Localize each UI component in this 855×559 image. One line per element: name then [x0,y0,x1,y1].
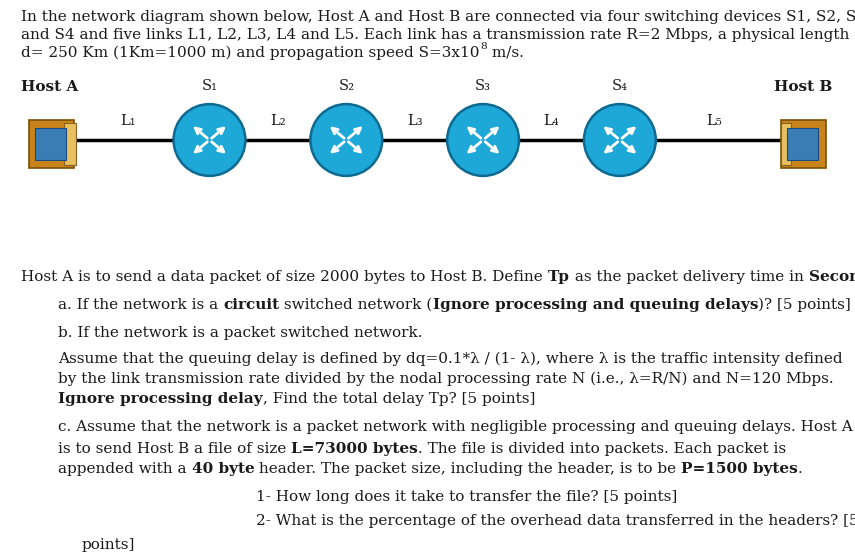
Text: 40 byte: 40 byte [192,462,254,476]
FancyBboxPatch shape [781,120,827,168]
Text: L₁: L₁ [121,113,136,127]
Text: as the packet delivery time in: as the packet delivery time in [570,270,809,284]
Text: L₄: L₄ [544,113,559,127]
Text: S₃: S₃ [475,79,491,93]
Text: c. Assume that the network is a packet network with negligible processing and qu: c. Assume that the network is a packet n… [58,420,853,434]
Text: and S4 and five links L1, L2, L3, L4 and L5. Each link has a transmission rate R: and S4 and five links L1, L2, L3, L4 and… [21,28,855,42]
Text: L=73000 bytes: L=73000 bytes [292,442,418,456]
Text: Ignore processing delay: Ignore processing delay [58,392,262,406]
FancyBboxPatch shape [28,120,74,168]
FancyBboxPatch shape [35,128,66,160]
Text: In the network diagram shown below, Host A and Host B are connected via four swi: In the network diagram shown below, Host… [21,10,855,24]
FancyBboxPatch shape [64,123,75,165]
Text: by the link transmission rate divided by the nodal processing rate N (i.e., λ=R/: by the link transmission rate divided by… [58,372,834,386]
Text: Tp: Tp [548,270,570,284]
Text: Host A: Host A [21,80,79,94]
Text: Host B: Host B [774,80,832,94]
Text: 1- How long does it take to transfer the file? [5 points]: 1- How long does it take to transfer the… [256,490,678,504]
Text: , Find the total delay Tp? [5 points]: , Find the total delay Tp? [5 points] [262,392,535,406]
Text: )? [5 points]: )? [5 points] [758,298,851,312]
Text: b. If the network is a packet switched network.: b. If the network is a packet switched n… [58,326,422,340]
FancyBboxPatch shape [787,128,817,160]
Text: S₁: S₁ [202,79,217,93]
Text: switched network (: switched network ( [280,298,433,312]
Text: header. The packet size, including the header, is to be: header. The packet size, including the h… [254,462,681,476]
Text: Seconds:: Seconds: [809,270,855,284]
Text: L₃: L₃ [407,113,422,127]
Text: S₂: S₂ [339,79,354,93]
Text: a. If the network is a: a. If the network is a [58,298,223,312]
Text: Ignore processing and queuing delays: Ignore processing and queuing delays [433,298,758,312]
Text: points]: points] [81,538,134,552]
Text: L₅: L₅ [706,113,722,127]
FancyBboxPatch shape [781,123,792,165]
Text: Assume that the queuing delay is defined by dq=0.1*λ / (1- λ), where λ is the tr: Assume that the queuing delay is defined… [58,352,843,366]
Text: .: . [798,462,803,476]
Ellipse shape [174,104,245,176]
Text: S₄: S₄ [612,79,628,93]
Text: circuit: circuit [223,298,280,312]
Text: 2- What is the percentage of the overhead data transferred in the headers? [5: 2- What is the percentage of the overhea… [256,514,855,528]
Text: appended with a: appended with a [58,462,192,476]
Text: is to send Host B a file of size: is to send Host B a file of size [58,442,292,456]
Text: . The file is divided into packets. Each packet is: . The file is divided into packets. Each… [418,442,787,456]
Ellipse shape [447,104,519,176]
Text: Host A is to send a data packet of size 2000 bytes to Host B. Define: Host A is to send a data packet of size … [21,270,548,284]
Text: P=1500 bytes: P=1500 bytes [681,462,798,476]
Text: 8: 8 [480,41,486,50]
Text: d= 250 Km (1Km=1000 m) and propagation speed S=3x10: d= 250 Km (1Km=1000 m) and propagation s… [21,46,480,60]
Text: L₂: L₂ [270,113,286,127]
Ellipse shape [310,104,382,176]
Ellipse shape [584,104,656,176]
Text: m/s.: m/s. [486,46,523,60]
